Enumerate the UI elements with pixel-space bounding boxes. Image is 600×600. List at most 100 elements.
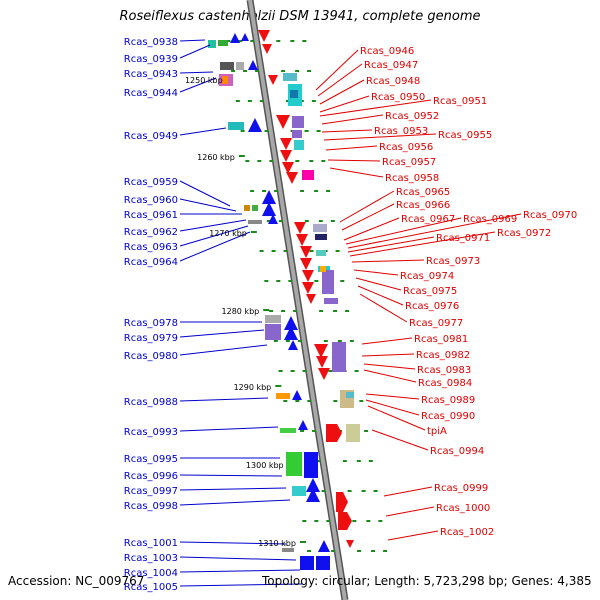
leader-line-left: [179, 71, 214, 74]
gene-block: [220, 62, 234, 70]
gene-label-right: Rcas_0946: [360, 46, 414, 57]
track-mark: [250, 190, 255, 192]
gene-block: [304, 452, 318, 466]
gene-block: [313, 224, 327, 232]
track-mark: [331, 550, 336, 552]
gene-arrow: [230, 33, 240, 43]
gene-arrow: [258, 30, 270, 42]
gene-block: [228, 122, 244, 130]
track-mark: [264, 280, 269, 282]
accession-text: Accession: NC_009767: [8, 574, 145, 588]
leader-line-right: [341, 203, 395, 231]
gene-label-right: Rcas_0966: [396, 200, 450, 211]
track-mark: [243, 70, 248, 72]
track-mark: [290, 370, 295, 372]
track-mark: [309, 250, 314, 252]
gene-block: [290, 90, 298, 98]
leader-line-left: [179, 569, 301, 573]
track-mark: [259, 250, 264, 252]
gene-block: [316, 250, 326, 256]
track-mark: [359, 400, 364, 402]
leader-line-left: [179, 499, 291, 506]
leader-line-right: [361, 337, 413, 345]
track-mark: [356, 460, 361, 462]
gene-label-left: Rcas_0938: [124, 37, 178, 48]
track-mark: [271, 250, 276, 252]
leader-line-right: [321, 129, 373, 133]
gene-label-left: Rcas_0949: [124, 131, 178, 142]
leader-line-left: [179, 225, 249, 247]
track-mark: [347, 490, 352, 492]
gene-label-right: Rcas_0953: [374, 126, 428, 137]
track-mark: [314, 280, 319, 282]
leader-line-left: [179, 219, 247, 232]
gene-label-right: Rcas_0982: [416, 350, 470, 361]
track-mark: [333, 400, 338, 402]
scale-label: 1270 kbp: [209, 229, 247, 238]
gene-block: [316, 556, 330, 570]
track-mark: [264, 130, 269, 132]
leader-line-left: [179, 541, 287, 545]
gene-arrow: [336, 492, 348, 512]
track-mark: [352, 520, 357, 522]
leader-line-right: [363, 363, 416, 370]
leader-line-right: [367, 405, 426, 431]
gene-label-left: Rcas_0996: [124, 471, 178, 482]
gene-label-right: Rcas_1000: [436, 503, 490, 514]
gene-block: [332, 342, 346, 372]
leader-line-right: [351, 259, 425, 263]
gene-label-right: Rcas_0975: [403, 286, 457, 297]
gene-block: [346, 392, 354, 398]
track-mark: [337, 340, 342, 342]
gene-arrow: [241, 33, 249, 41]
gene-block: [292, 486, 306, 496]
track-mark: [226, 40, 231, 42]
track-mark: [302, 40, 307, 42]
track-mark: [330, 220, 335, 222]
gene-arrow: [262, 202, 276, 216]
gene-label-right: Rcas_0976: [405, 301, 459, 312]
gene-block: [280, 428, 296, 433]
gene-label-left: Rcas_0939: [124, 54, 178, 65]
gene-label-right: Rcas_0965: [396, 187, 450, 198]
gene-arrow: [284, 316, 298, 330]
gene-arrow: [286, 172, 298, 184]
leader-line-right: [319, 99, 432, 117]
leader-line-right: [353, 269, 399, 276]
track-mark: [335, 250, 340, 252]
track-mark: [255, 70, 260, 72]
gene-label-left: Rcas_0960: [124, 195, 178, 206]
leader-line-right: [323, 133, 437, 141]
track-mark: [304, 220, 309, 222]
track-mark: [312, 430, 317, 432]
track-mark: [340, 280, 345, 282]
gene-label-left: Rcas_0995: [124, 454, 178, 465]
leader-line-right: [355, 277, 402, 291]
gene-block: [346, 424, 360, 442]
track-mark: [295, 400, 300, 402]
track-mark: [378, 520, 383, 522]
gene-label-left: Rcas_1001: [124, 538, 178, 549]
gene-label-right: Rcas_0973: [426, 256, 480, 267]
gene-label-right: Rcas_0971: [436, 233, 490, 244]
label-layer: 1250 kbp 1260 kbp 1270 kbp 1280 kbp 1290 kbp…: [124, 37, 577, 593]
gene-arrow: [316, 356, 328, 368]
leader-line-left: [179, 474, 283, 477]
gene-block: [283, 73, 297, 81]
gene-label-right: Rcas_0950: [371, 92, 425, 103]
gene-arrow: [262, 190, 276, 204]
backbone-line: [248, 0, 347, 600]
leader-line-right: [319, 95, 370, 113]
track-mark: [321, 160, 326, 162]
gene-block: [292, 116, 304, 128]
gene-block: [208, 40, 216, 48]
gene-label-left: Rcas_0964: [124, 257, 178, 268]
track-mark: [318, 220, 323, 222]
track-mark: [311, 100, 316, 102]
gene-block: [248, 220, 262, 224]
leader-line-left: [179, 198, 237, 212]
gene-arrow: [292, 390, 302, 400]
gene-label-left: Rcas_0978: [124, 318, 178, 329]
track-mark: [328, 370, 333, 372]
scale-tick: [238, 155, 245, 157]
